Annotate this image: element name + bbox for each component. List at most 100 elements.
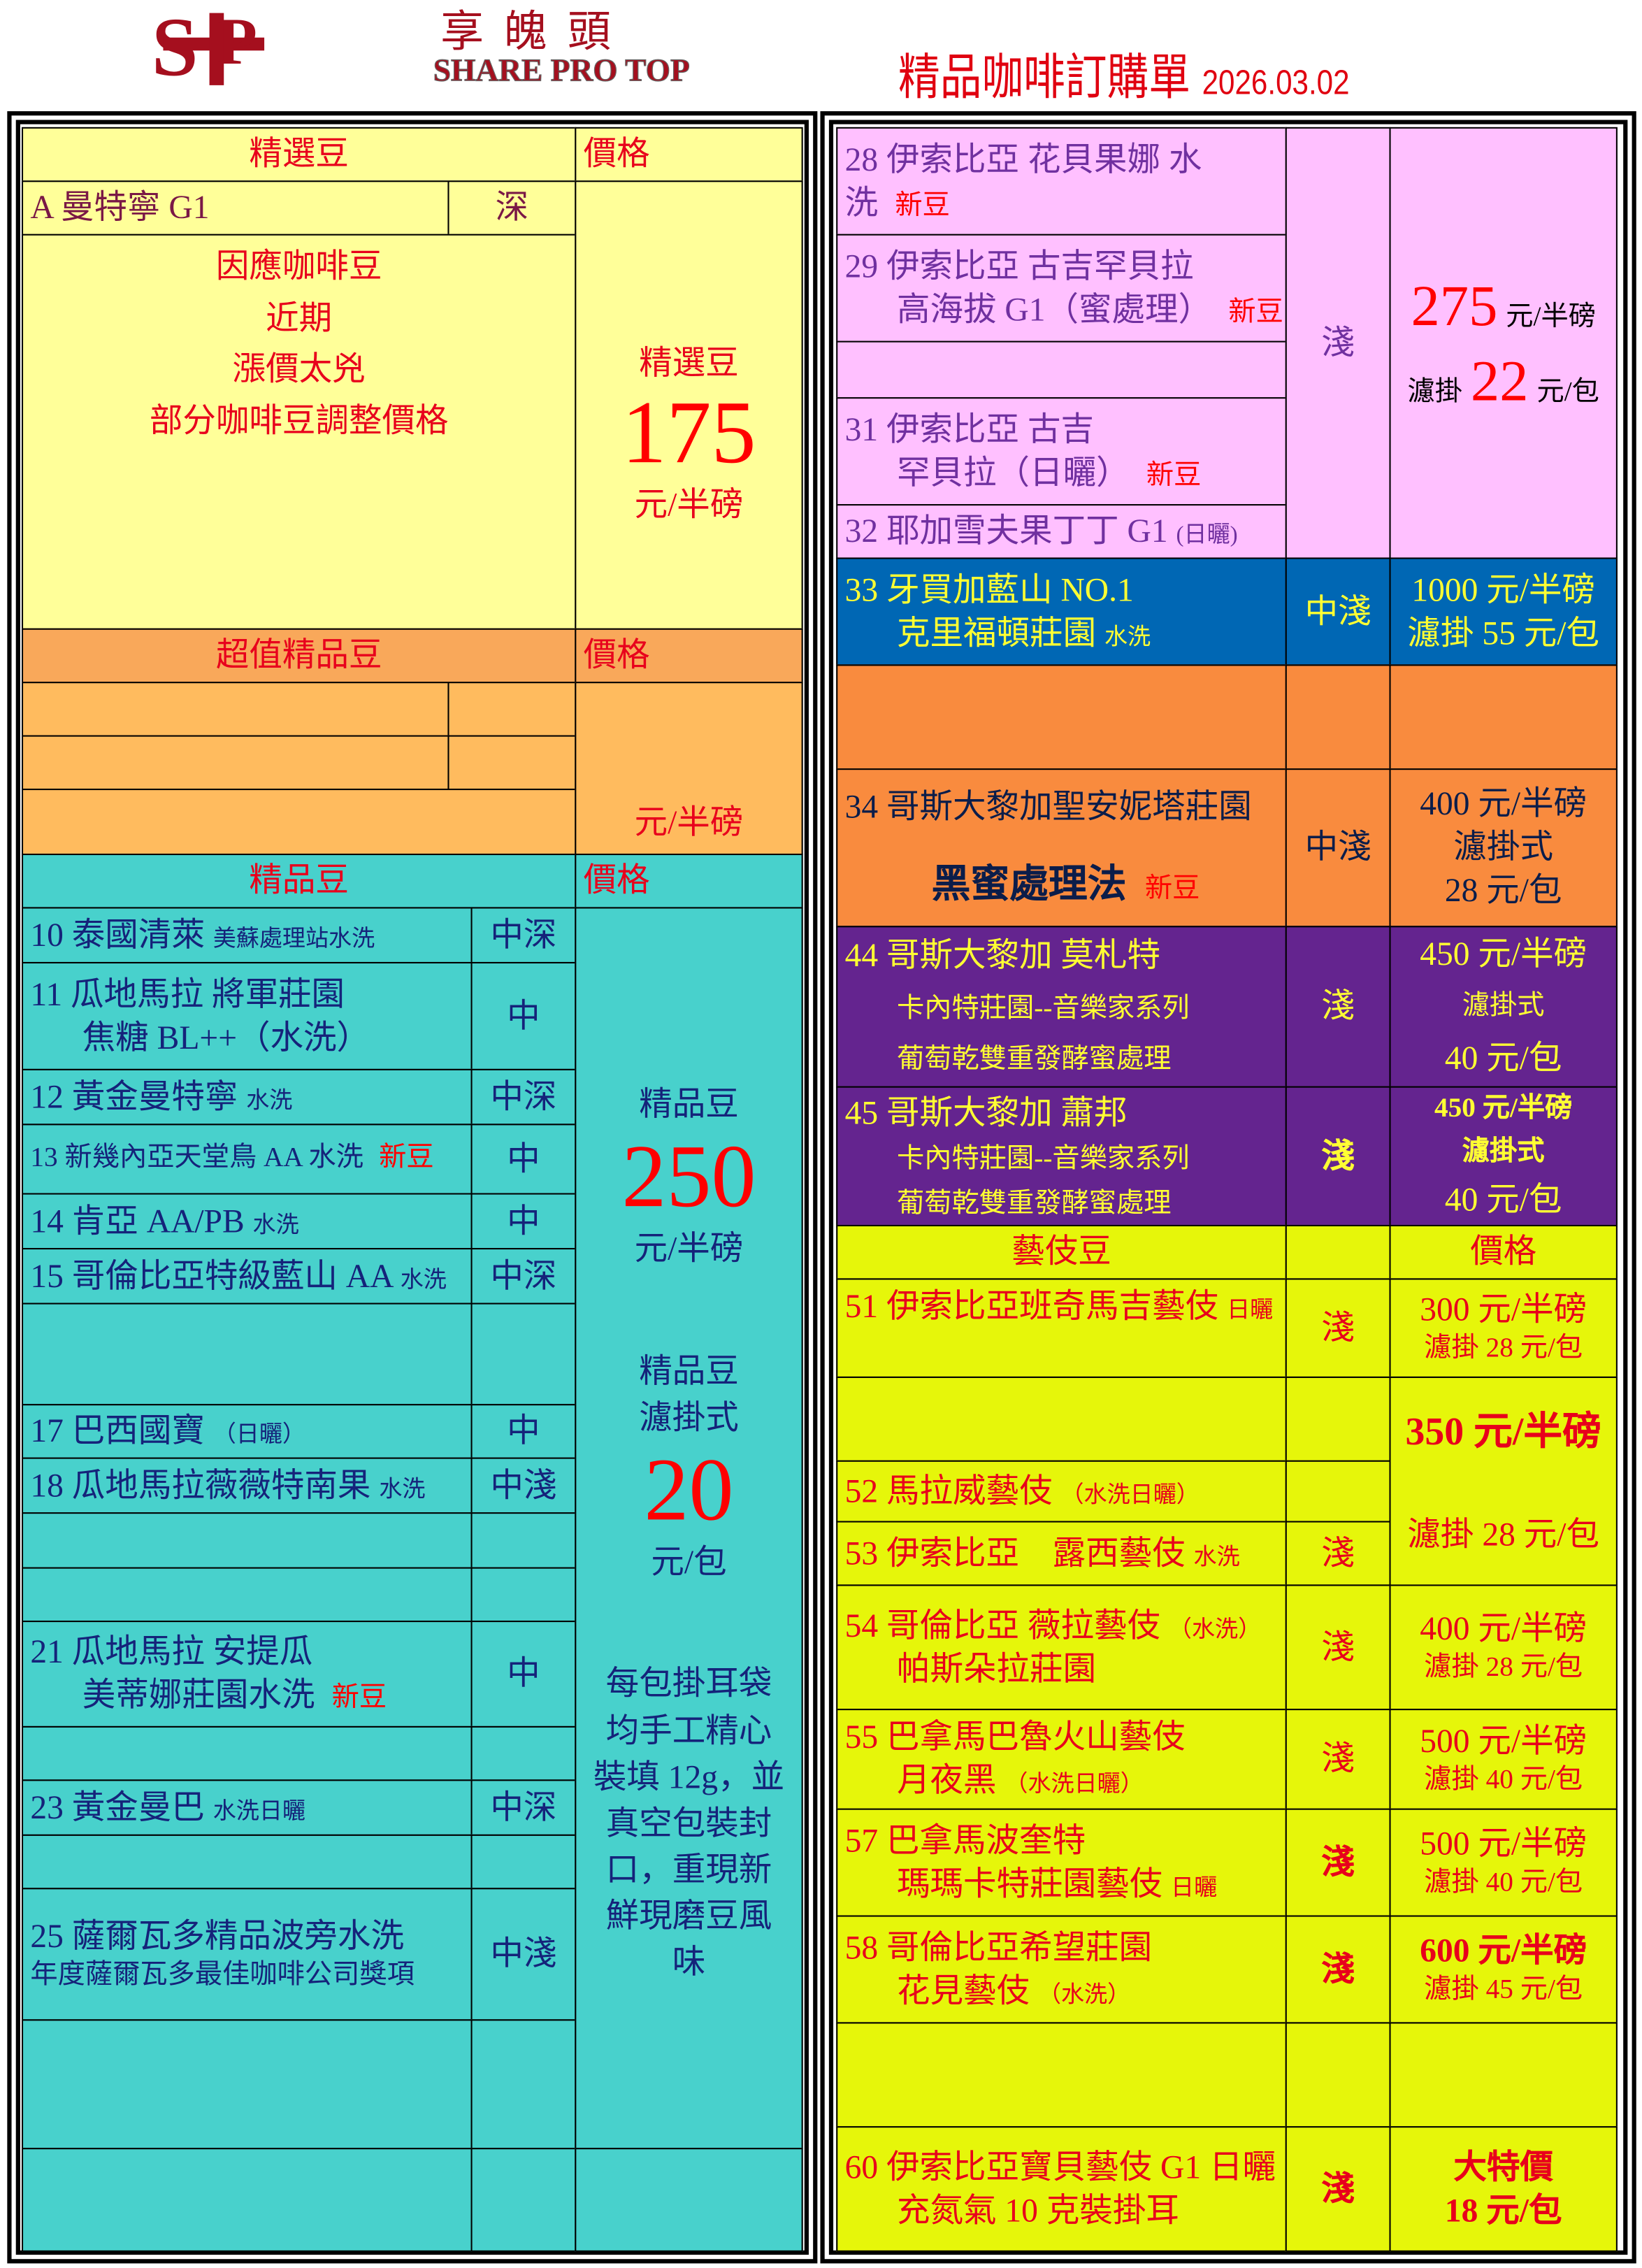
text: 55 巴拿馬巴魯火山藝伎 xyxy=(844,1718,1186,1756)
text-line: 高海拔 G1（蜜處理） 新豆 xyxy=(845,288,1283,331)
text-line: 藝伎豆 xyxy=(1011,1230,1111,1274)
text: 22 xyxy=(1470,347,1529,412)
text-line: 瑪瑪卡特莊園藝伎 日曬 xyxy=(845,1863,1217,1906)
text: 中深 xyxy=(490,1078,557,1115)
text-line: 55 巴拿馬巴魯火山藝伎 xyxy=(845,1716,1186,1760)
text-line: 21 瓜地馬拉 安提瓜 xyxy=(30,1631,312,1674)
text-line: 600 元/半磅 xyxy=(1420,1930,1587,1974)
text: 價格 xyxy=(583,637,650,673)
orange-item: 34 哥斯大黎加聖安妮塔莊園 黑蜜處理法 新豆 xyxy=(836,768,1287,928)
text: 濾掛 28 元/包 xyxy=(1407,1516,1599,1553)
geisha-item: 54 哥倫比亞 薇拉藝伎 （水洗） 帕斯朵拉莊園 xyxy=(836,1584,1287,1711)
text-line: 濾掛 40 元/包 xyxy=(1424,1763,1583,1799)
premium-item-roast: 中深 xyxy=(470,1248,577,1305)
text-line: 部分咖啡豆調整價格 xyxy=(150,396,449,447)
value-row xyxy=(21,682,449,737)
text-line: 350 元/半磅 xyxy=(1405,1406,1601,1457)
text: 濾掛式 xyxy=(1453,828,1553,866)
text: 28 伊索比亞 花貝果娜 水 xyxy=(844,141,1202,178)
pink-price: 275 元/半磅 濾掛 22 元/包 xyxy=(1389,127,1618,559)
premium-header: 精品豆 xyxy=(21,854,577,909)
text: 濾掛 55 元/包 xyxy=(1407,615,1599,651)
text: 18 元/包 xyxy=(1444,2192,1562,2228)
text-line: 34 哥斯大黎加聖安妮塔莊園 xyxy=(845,785,1252,828)
value-price-header: 價格 xyxy=(575,628,803,684)
text-line: 44 哥斯大黎加 莫札特 xyxy=(845,935,1160,978)
premium-item-roast: 中 xyxy=(470,1193,577,1250)
premium-item: 15 哥倫比亞特級藍山 AA 水洗 xyxy=(21,1248,473,1305)
text-line: 精品豆 xyxy=(639,1349,739,1395)
text: 卡內特莊園--音樂家系列 xyxy=(896,1144,1190,1175)
text-line: 卡內特莊園--音樂家系列 xyxy=(845,993,1190,1028)
text-line: 1000 元/半磅 xyxy=(1411,568,1595,612)
text: （日曬） xyxy=(213,1423,305,1448)
text: 25 薩爾瓦多精品波旁水洗 xyxy=(30,1918,404,1954)
geisha-empty-price xyxy=(1389,2022,1618,2128)
geisha-empty-roast xyxy=(1285,2022,1391,2128)
text-line: 57 巴拿馬波奎特 xyxy=(845,1819,1086,1863)
text: 275 xyxy=(1411,272,1498,338)
text: 淺 xyxy=(1321,2170,1355,2206)
text-line: 18 元/包 xyxy=(1445,2189,1562,2232)
text-line: 400 元/半磅 xyxy=(1420,1608,1587,1651)
text-line: 53 伊索比亞 露西藝伎 水洗 xyxy=(845,1532,1240,1575)
text: 17 巴西國寶 xyxy=(30,1412,205,1449)
text: 400 元/半磅 xyxy=(1420,786,1587,822)
text-line: 精品豆 xyxy=(639,1082,739,1128)
text: 元/半磅 xyxy=(634,1231,744,1268)
text: 美蒂娜莊園水洗 xyxy=(82,1677,315,1714)
text: 精品豆 xyxy=(639,1352,739,1389)
premium-empty-row xyxy=(21,1567,473,1623)
text: 中淺 xyxy=(1304,828,1371,866)
text-line: 51 伊索比亞班奇馬吉藝伎 日曬 xyxy=(845,1286,1274,1329)
text: 14 肯亞 AA/PB xyxy=(30,1203,245,1239)
text-line: 元/半磅 xyxy=(635,1227,744,1273)
text-line: 葡萄乾雙重發酵蜜處理 xyxy=(845,1043,1172,1079)
geisha-item: 53 伊索比亞 露西藝伎 水洗 xyxy=(836,1521,1287,1586)
premium-item-roast: 中深 xyxy=(470,1779,577,1836)
text: 44 哥斯大黎加 莫札特 xyxy=(844,938,1161,974)
text: （水洗） xyxy=(1168,1617,1262,1642)
geisha-price: 大特價 18 元/包 xyxy=(1389,2126,1618,2252)
text-line: 濾掛 45 元/包 xyxy=(1424,1973,1583,2009)
text: 濾掛 40 元/包 xyxy=(1424,1764,1583,1795)
select-item-name: A 曼特寧 G1 xyxy=(21,180,449,236)
text: 價格 xyxy=(583,862,650,899)
text-line: 淺 xyxy=(1321,985,1355,1028)
geisha-item: 55 巴拿馬巴魯火山藝伎 月夜黑 （水洗日曬） xyxy=(836,1709,1287,1810)
text-line: 12 黃金曼特寧 水洗 xyxy=(30,1075,292,1119)
premium-price: 精品豆 250 元/半磅 精品豆 濾掛式 20 元/包 每包掛耳袋 均手工精心 … xyxy=(575,907,803,2150)
geisha-empty-row xyxy=(836,1376,1287,1462)
geisha-roast: 淺 xyxy=(1285,1278,1391,1378)
text-line: 價格 xyxy=(584,634,650,677)
text-line: 充氮氣 10 克裝掛耳 xyxy=(845,2189,1179,2232)
text: 淺 xyxy=(1321,1138,1355,1175)
text: 250 xyxy=(621,1128,756,1227)
geisha-roast: 淺 xyxy=(1285,1584,1391,1711)
orange-empty-roast xyxy=(1285,664,1391,770)
premium-item-roast: 中淺 xyxy=(470,1888,577,2021)
text-line: 500 元/半磅 xyxy=(1420,1720,1587,1763)
text: 中深 xyxy=(490,1788,557,1825)
text: 濾掛 28 元/包 xyxy=(1424,1652,1583,1684)
text: （水洗日曬） xyxy=(1060,1482,1200,1507)
value-price: 元/半磅 xyxy=(575,682,803,856)
text: 水洗日曬 xyxy=(213,1799,305,1824)
text: （水洗） xyxy=(1037,1982,1131,2007)
text-line: 29 伊索比亞 古吉罕貝拉 xyxy=(845,245,1194,288)
text-line: 花見藝伎 （水洗） xyxy=(845,1969,1131,2013)
geisha-price: 600 元/半磅 濾掛 45 元/包 xyxy=(1389,1915,1618,2024)
new-bean-badge: 新豆 xyxy=(1146,460,1202,491)
text-line: 17 巴西國寶 （日曬） xyxy=(30,1410,305,1454)
geisha-header-roast xyxy=(1285,1224,1391,1280)
premium-item-roast: 中 xyxy=(470,1124,577,1195)
text-line: 均手工精心 xyxy=(606,1708,772,1754)
text: （水洗日曬） xyxy=(1004,1772,1144,1797)
geisha-shared-price: 350 元/半磅 濾掛 28 元/包 xyxy=(1389,1376,1618,1586)
text: 味 xyxy=(672,1944,706,1981)
text: 23 黃金曼巴 xyxy=(30,1788,205,1825)
orange-empty-row xyxy=(836,664,1287,770)
value-row xyxy=(21,789,577,856)
text-line: 中 xyxy=(507,1410,540,1454)
text-line: 58 哥倫比亞希望莊園 xyxy=(845,1926,1153,1969)
